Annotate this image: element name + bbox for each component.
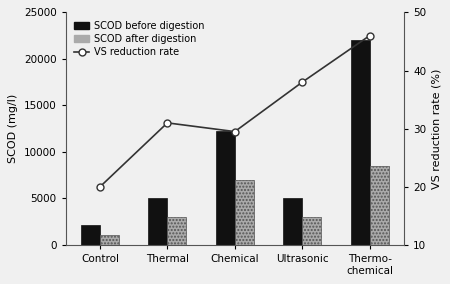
Bar	[351, 40, 370, 245]
Bar	[235, 180, 254, 245]
Bar	[302, 217, 321, 245]
Bar	[81, 225, 100, 245]
Y-axis label: VS reduction rate (%): VS reduction rate (%)	[432, 68, 441, 189]
Bar	[216, 131, 235, 245]
Y-axis label: SCOD (mg/l): SCOD (mg/l)	[9, 94, 18, 163]
Bar	[284, 199, 302, 245]
Legend: SCOD before digestion, SCOD after digestion, VS reduction rate: SCOD before digestion, SCOD after digest…	[71, 17, 208, 61]
Bar	[167, 217, 186, 245]
Bar	[148, 199, 167, 245]
Bar	[370, 166, 389, 245]
Bar	[100, 235, 119, 245]
